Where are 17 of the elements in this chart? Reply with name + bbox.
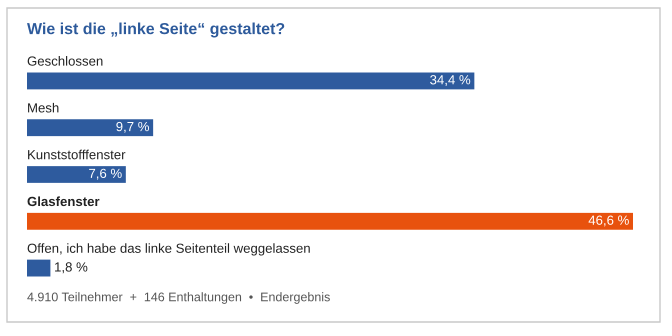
data-label: 9,7 % [116,122,150,133]
y-tick-label: Kunststofffenster [28,150,126,160]
bar [27,212,633,230]
y-tick-label: Glasfenster [28,196,100,206]
text: 4.910 Teilnehmer + 146 Enthaltungen • Endergebnis [27,292,330,304]
bar [27,119,154,136]
y-tick-label: Geschlossen [28,56,102,66]
chart-title: Wie ist die „linke Seite“ gestaltet? [27,22,284,38]
y-tick-label: Offen, ich habe das linke Seitenteil weggelassen [28,243,310,256]
bar [27,166,126,183]
data-label: 7,6 % [89,168,122,180]
bar [27,260,50,277]
bar [27,72,474,90]
data-label: 46,6 % [588,216,629,226]
y-tick-label: Mesh [28,102,58,113]
data-label: 34,4 % [430,75,470,86]
data-label: 1,8 % [55,262,88,274]
